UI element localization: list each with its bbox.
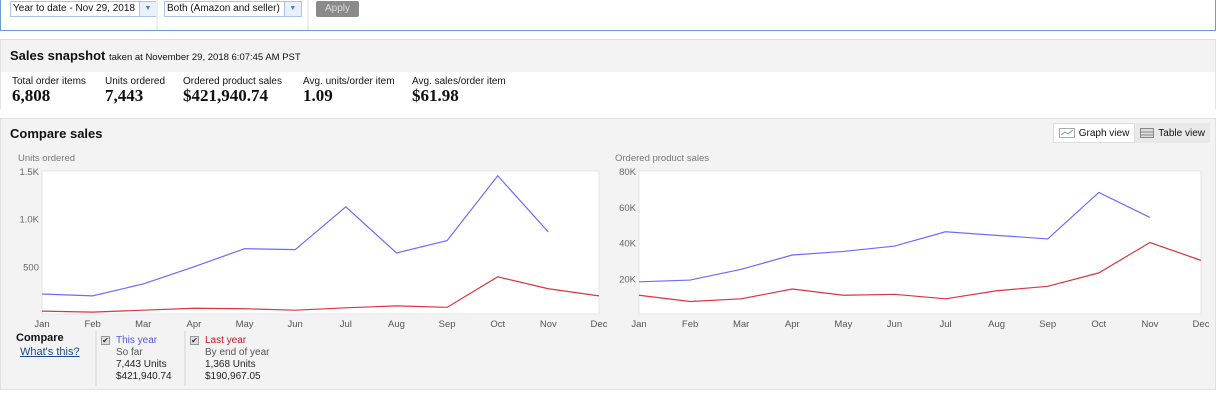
metric-label: Avg. sales/order item xyxy=(412,76,506,87)
whats-this-link[interactable]: What's this? xyxy=(20,346,80,358)
x-tick-label: Oct xyxy=(1091,319,1106,329)
snapshot-title: Sales snapshot xyxy=(10,48,106,63)
x-tick-label: Sep xyxy=(1039,319,1056,329)
x-tick-label: Jan xyxy=(631,319,646,329)
plot-area xyxy=(638,170,1202,315)
x-tick-label: Jun xyxy=(288,319,303,329)
y-tick-label: 60K xyxy=(619,203,637,214)
last-year-units: 1,368 Units xyxy=(205,359,256,370)
x-tick-label: Sep xyxy=(439,319,456,329)
ordered-product-sales-chart: Ordered product sales 20K 40K 60K 80K Jan Feb M… xyxy=(615,153,1210,329)
series-line-last-year xyxy=(638,241,1202,303)
y-axis-title: Units ordered xyxy=(18,153,75,164)
compare-label-group: Compare What's this? xyxy=(16,332,80,358)
plot-area xyxy=(41,170,600,315)
x-tick-label: Nov xyxy=(540,319,557,329)
last-year-legend: ✔ Last year By end of year 1,368 Units $… xyxy=(190,335,269,382)
sales-snapshot: Sales snapshot taken at November 29, 201… xyxy=(0,39,1216,109)
metric-label: Avg. units/order item xyxy=(303,76,395,87)
metric-value: 7,443 xyxy=(105,86,144,105)
view-toggle: Graph view Table view xyxy=(1052,123,1210,143)
snapshot-timestamp: taken at November 29, 2018 6:07:45 AM PS… xyxy=(109,52,301,63)
metric-value: 6,808 xyxy=(12,86,51,105)
x-tick-label: Feb xyxy=(682,319,698,329)
metric-label: Total order items xyxy=(12,76,86,87)
metric-ordered-product-sales: Ordered product sales $421,940.74 xyxy=(183,76,282,105)
last-year-checkbox[interactable]: ✔ xyxy=(190,336,199,345)
metric-label: Ordered product sales xyxy=(183,76,282,87)
x-tick-label: Dec xyxy=(591,319,608,329)
metric-value: $61.98 xyxy=(412,86,459,105)
this-year-label: This year xyxy=(116,335,158,346)
series-line-this-year xyxy=(41,174,549,297)
date-range-select[interactable]: Year to date - Nov 29, 2018 ▼ xyxy=(10,1,157,17)
fulfillment-select[interactable]: Both (Amazon and seller) ▼ xyxy=(164,1,302,17)
metric-value: 1.09 xyxy=(303,86,333,105)
units-ordered-chart: Units ordered 500 1.0K 1.5K Jan Feb Mar Apr May J… xyxy=(18,153,608,329)
last-year-sub: By end of year xyxy=(205,347,270,358)
metric-avg-sales: Avg. sales/order item $61.98 xyxy=(412,76,506,105)
line-chart-icon xyxy=(1058,128,1075,138)
table-view-button[interactable]: Table view xyxy=(1135,123,1210,143)
x-tick-label: Oct xyxy=(490,319,505,329)
graph-view-label: Graph view xyxy=(1078,127,1130,139)
last-year-label: Last year xyxy=(205,335,247,346)
x-tick-label: Jul xyxy=(939,319,951,329)
apply-button[interactable]: Apply xyxy=(316,1,359,17)
y-tick-label: 40K xyxy=(619,239,637,250)
x-tick-label: Jun xyxy=(887,319,902,329)
x-tick-label: May xyxy=(236,319,254,329)
divider xyxy=(95,331,97,386)
chevron-down-icon[interactable]: ▼ xyxy=(138,2,156,16)
metric-total-order-items: Total order items 6,808 xyxy=(12,76,86,105)
last-year-sales: $190,967.05 xyxy=(205,371,261,382)
x-tick-label: Aug xyxy=(388,319,405,329)
x-tick-label: May xyxy=(834,319,852,329)
x-tick-label: Apr xyxy=(785,319,800,329)
graph-view-button[interactable]: Graph view xyxy=(1052,123,1136,143)
metric-avg-units: Avg. units/order item 1.09 xyxy=(303,76,395,105)
compare-label: Compare xyxy=(16,332,64,344)
y-tick-label: 20K xyxy=(619,274,637,285)
x-tick-label: Mar xyxy=(733,319,749,329)
y-tick-label: 1.5K xyxy=(19,167,39,178)
x-tick-label: Nov xyxy=(1141,319,1158,329)
this-year-sub: So far xyxy=(116,347,143,358)
this-year-legend: ✔ This year So far 7,443 Units $421,940.… xyxy=(101,335,172,382)
compare-sales-panel: Compare sales Graph view Table view Unit… xyxy=(0,118,1216,390)
y-axis-title: Ordered product sales xyxy=(615,153,709,164)
metric-value: $421,940.74 xyxy=(183,86,268,105)
this-year-sales: $421,940.74 xyxy=(116,371,172,382)
x-tick-label: Apr xyxy=(187,319,202,329)
y-tick-label: 80K xyxy=(619,167,637,178)
chevron-down-icon[interactable]: ▼ xyxy=(283,2,301,16)
table-view-label: Table view xyxy=(1158,127,1205,139)
x-tick-label: Feb xyxy=(84,319,100,329)
table-icon xyxy=(1140,128,1155,138)
y-tick-label: 1.0K xyxy=(19,215,39,226)
x-tick-label: Jul xyxy=(340,319,352,329)
this-year-checkbox[interactable]: ✔ xyxy=(101,336,110,345)
divider xyxy=(184,331,186,386)
filter-bar: Year to date - Nov 29, 2018 ▼ Both (Amazo… xyxy=(0,0,1216,31)
this-year-units: 7,443 Units xyxy=(116,359,167,370)
x-tick-label: Dec xyxy=(1193,319,1210,329)
divider xyxy=(156,0,158,30)
metric-label: Units ordered xyxy=(105,76,166,87)
metric-units-ordered: Units ordered 7,443 xyxy=(105,76,165,105)
compare-title: Compare sales xyxy=(10,126,103,141)
fulfillment-value: Both (Amazon and seller) xyxy=(167,3,280,14)
series-line-last-year xyxy=(41,276,600,313)
y-tick-label: 500 xyxy=(23,262,39,273)
x-tick-label: Mar xyxy=(135,319,151,329)
x-tick-label: Jan xyxy=(34,319,49,329)
date-range-value: Year to date - Nov 29, 2018 xyxy=(13,3,135,14)
divider xyxy=(307,0,309,30)
x-tick-label: Aug xyxy=(988,319,1005,329)
series-line-this-year xyxy=(638,191,1151,283)
